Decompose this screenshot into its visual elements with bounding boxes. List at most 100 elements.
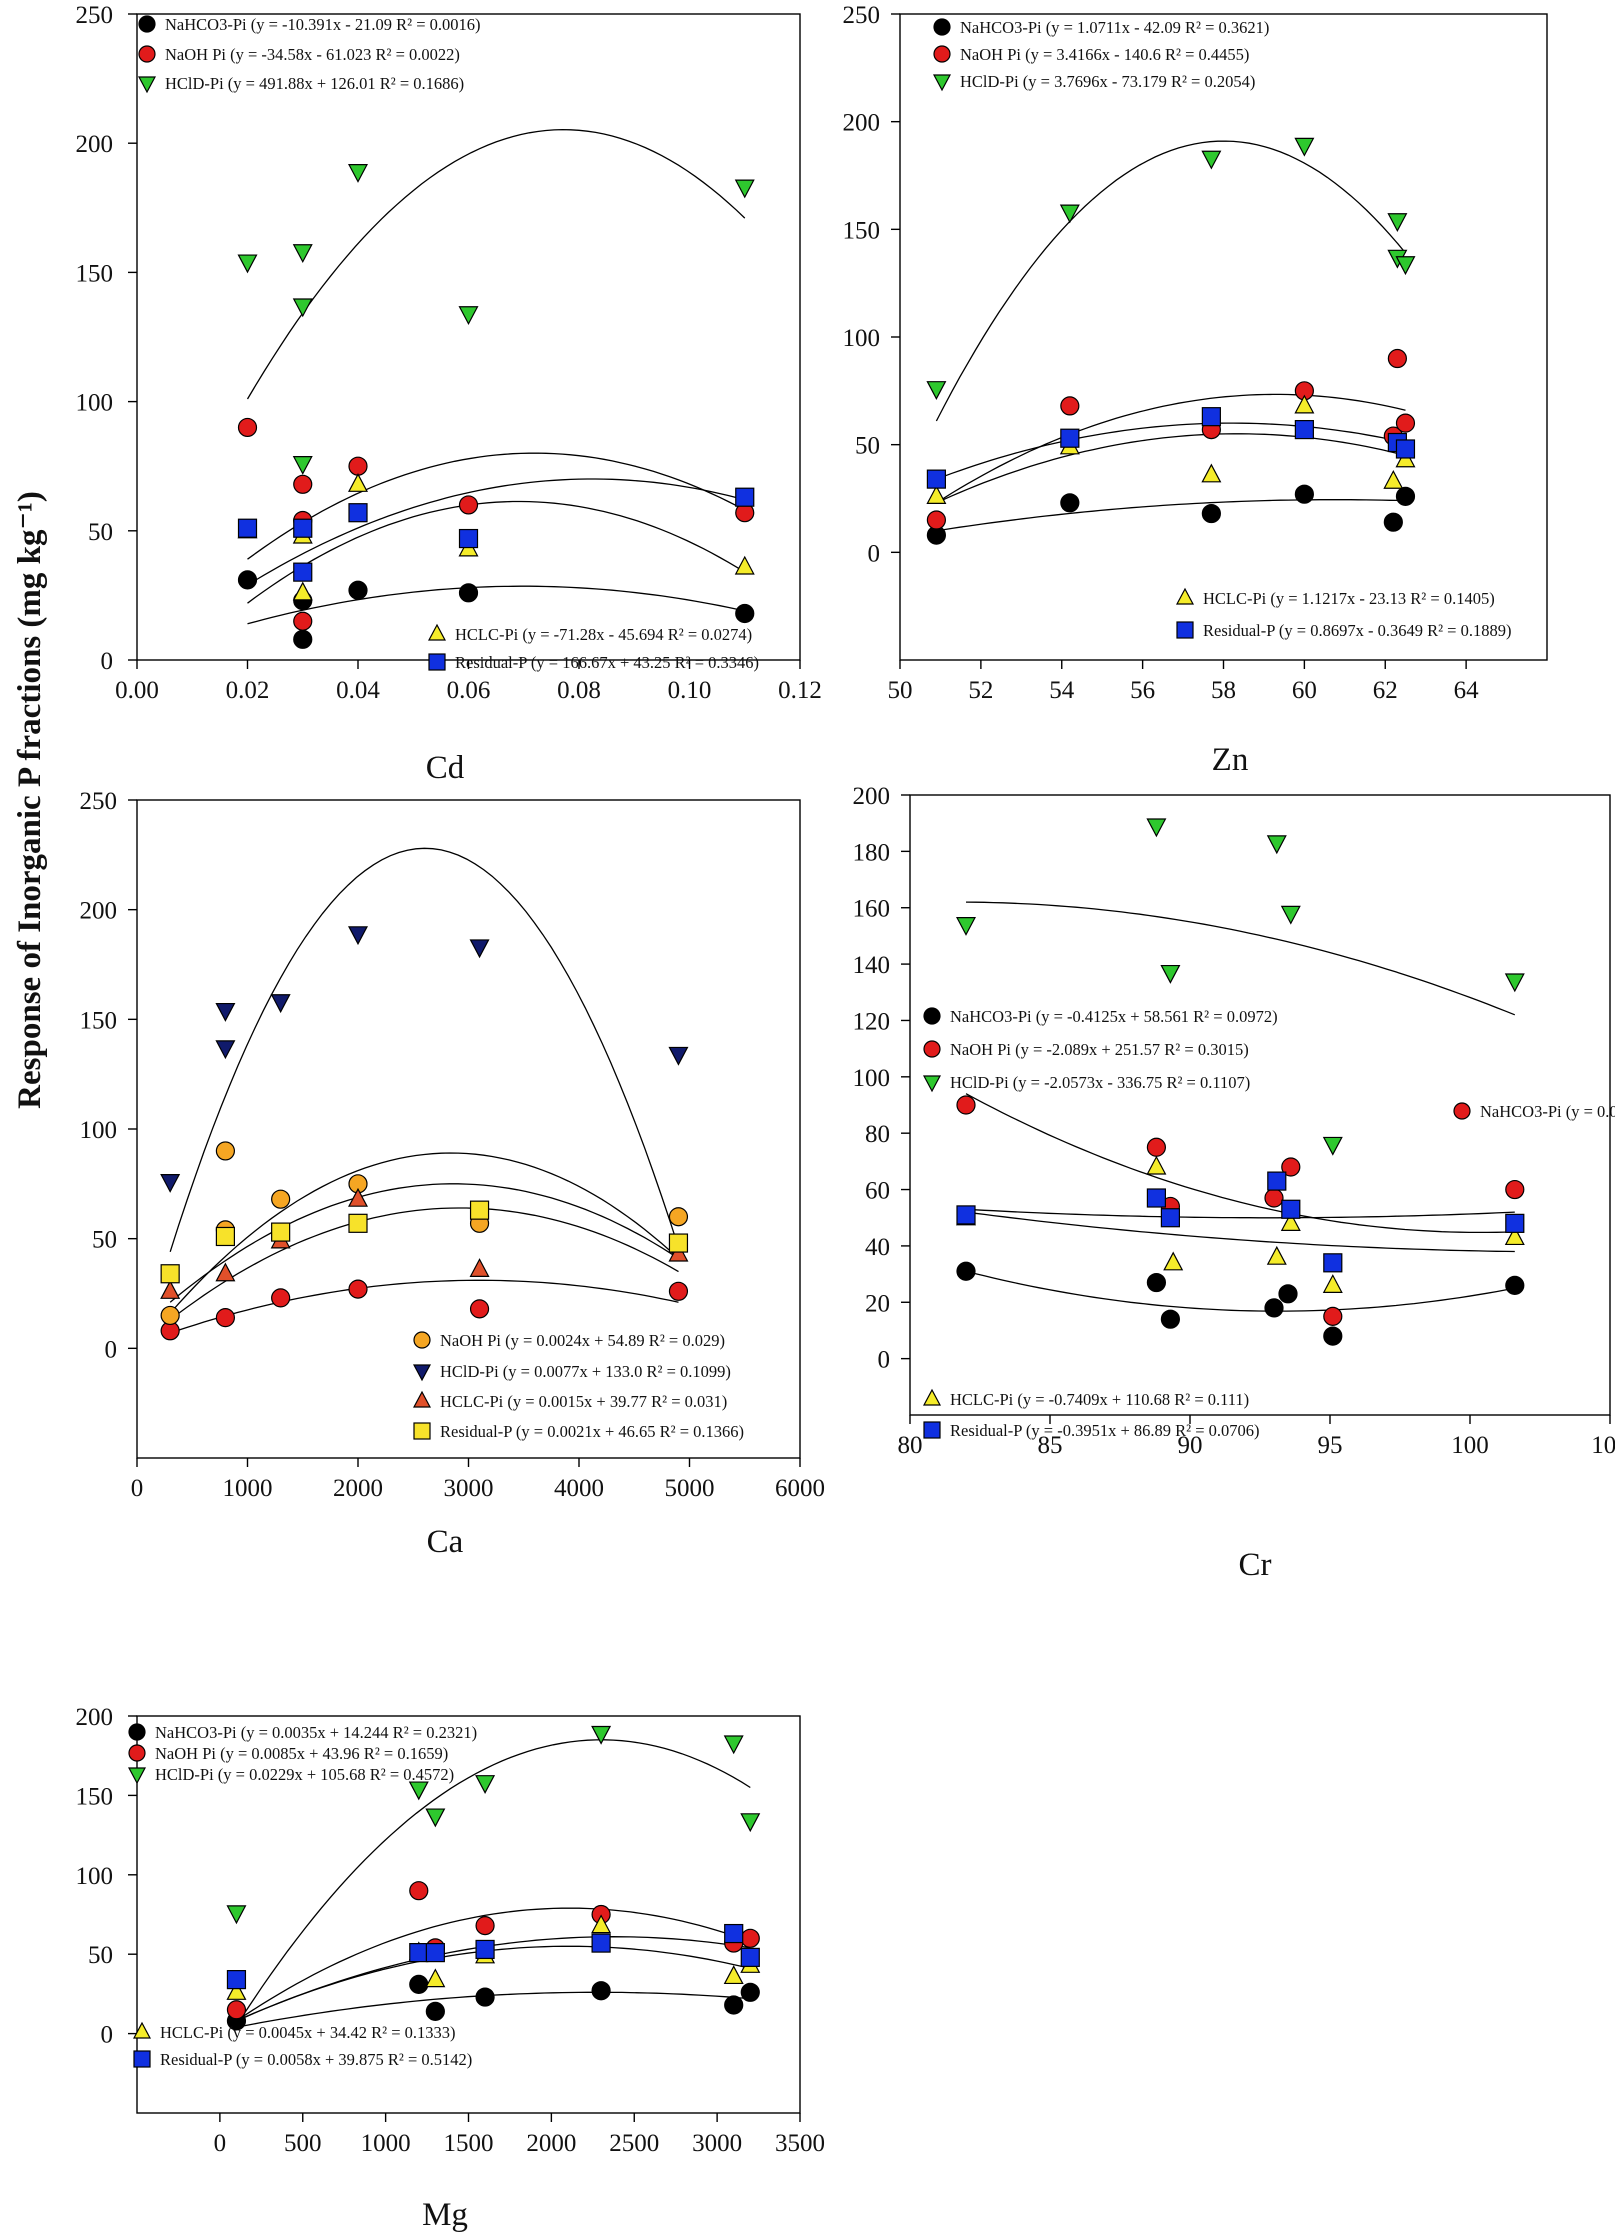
data-point-residual-p bbox=[1505, 1213, 1525, 1233]
legend-entry-nahco3-pi: NaHCO3-Pi (y = 0.0035x + 14.244 R² = 0.2… bbox=[128, 1723, 477, 1742]
legend-entry-naoh-pi: NaOH Pi (y = 3.4166x - 140.6 R² = 0.4455… bbox=[933, 45, 1249, 64]
y-tick-label: 80 bbox=[865, 1121, 890, 1148]
legend-marker-naoh-pi bbox=[933, 45, 951, 63]
fit-curve-residual-p bbox=[965, 1208, 1515, 1219]
legend-label-hclc-pi: HCLC-Pi (y = -0.7409x + 110.68 R² = 0.11… bbox=[950, 1390, 1249, 1409]
fit-curve-hclc-pi bbox=[169, 1207, 679, 1321]
y-tick-label: 60 bbox=[865, 1178, 890, 1205]
data-point-nahco3-pi bbox=[1294, 484, 1314, 504]
data-point-hcld-pi bbox=[734, 179, 755, 199]
data-point-residual-p bbox=[1160, 1208, 1181, 1228]
legend-entry-nahco3-pi: NaHCO3-Pi (y = -10.391x - 21.09 R² = 0.0… bbox=[138, 15, 481, 34]
data-point-residual-p bbox=[458, 528, 479, 549]
data-point-hclc-pi bbox=[425, 1968, 446, 1988]
x-tick-label: 100 bbox=[1451, 1432, 1489, 1459]
legend-marker-hclc-pi bbox=[413, 1390, 431, 1408]
data-point-naoh-pi bbox=[1146, 1137, 1167, 1157]
y-tick-label: 150 bbox=[80, 1007, 118, 1034]
data-point-naoh-pi bbox=[1323, 1306, 1343, 1326]
data-point-naoh-pi bbox=[1264, 1188, 1284, 1208]
data-point-nahco3-pi bbox=[475, 1987, 495, 2007]
data-point-residual-p bbox=[724, 1923, 744, 1944]
fit-curve-hcld-pi bbox=[246, 128, 746, 400]
data-point-hclc-pi bbox=[469, 1258, 490, 1277]
legend-marker-hcld-pi bbox=[923, 1075, 941, 1093]
legend-marker-hcld-pi bbox=[128, 1767, 146, 1785]
data-point-hclc-pi bbox=[348, 1187, 368, 1207]
legend-entry-hcld-pi: HClD-Pi (y = 491.88x + 126.01 R² = 0.168… bbox=[138, 74, 464, 94]
legend-marker-hcld-pi bbox=[933, 74, 951, 92]
legend-entry-naoh-pi: NaOH Pi (y = 0.0085x + 43.96 R² = 0.1659… bbox=[128, 1744, 448, 1763]
legend-label-nahco3-pi: NaHCO3-Pi (y = 0.0035x + 14.244 R² = 0.2… bbox=[155, 1723, 477, 1742]
legend-label-residual-p: Residual-P (y = 0.8697x - 0.3649 R² = 0.… bbox=[1203, 621, 1511, 640]
x-tick-label: 3000 bbox=[692, 2130, 742, 2157]
data-point-hcld-pi bbox=[425, 1808, 446, 1828]
data-point-hclc-pi bbox=[591, 1914, 612, 1934]
data-point-nahco3-pi bbox=[1323, 1326, 1343, 1346]
data-point-nahco3-pi bbox=[1160, 1309, 1181, 1329]
fit-curve-hcld-pi bbox=[935, 140, 1407, 422]
data-point-residual-p bbox=[348, 1213, 368, 1233]
fit-curve-nahco3-pi bbox=[965, 1270, 1515, 1312]
data-point-nahco3-pi bbox=[425, 2001, 445, 2021]
data-point-naoh-pi bbox=[226, 2000, 247, 2020]
x-tick-label: 4000 bbox=[554, 1475, 604, 1502]
data-point-hclc-pi bbox=[1201, 463, 1222, 483]
data-point-hcld-pi bbox=[458, 306, 479, 326]
data-point-hcld-pi bbox=[292, 456, 313, 475]
fit-curve-nahco3-pi bbox=[247, 585, 745, 625]
data-point-hclc-pi bbox=[1322, 1274, 1343, 1293]
data-point-naoh-pi bbox=[1060, 396, 1080, 416]
data-point-residual-p bbox=[425, 1943, 445, 1963]
x-axis-title: Zn bbox=[1212, 742, 1249, 778]
x-tick-label: 3000 bbox=[444, 1475, 494, 1502]
data-point-hcld-pi bbox=[1266, 835, 1287, 855]
legend-marker-hclc-pi bbox=[923, 1388, 941, 1406]
x-tick-label: 58 bbox=[1211, 677, 1236, 704]
data-point-residual-p bbox=[668, 1233, 689, 1253]
x-tick-label: 0.12 bbox=[778, 677, 822, 704]
data-point-hcld-pi bbox=[1504, 973, 1525, 993]
fit-curve-hclc-pi bbox=[247, 500, 746, 604]
data-point-naoh-pi bbox=[160, 1305, 180, 1326]
x-axis-title: Ca bbox=[427, 1524, 464, 1560]
legend-label-hcld-pi: HClD-Pi (y = 0.0077x + 133.0 R² = 0.1099… bbox=[440, 1362, 731, 1381]
legend-label-hcld-pi: HClD-Pi (y = 491.88x + 126.01 R² = 0.168… bbox=[165, 74, 464, 93]
data-point-naoh-pi bbox=[740, 1928, 760, 1948]
data-point-nahco3-pi bbox=[1395, 486, 1416, 506]
y-tick-label: 250 bbox=[843, 2, 881, 29]
fit-curve-naoh-pi bbox=[965, 1093, 1515, 1234]
x-tick-label: 500 bbox=[284, 2130, 322, 2157]
x-tick-label: 0.04 bbox=[336, 677, 380, 704]
x-axis-title: Cr bbox=[1239, 1547, 1272, 1583]
data-point-naoh-pi bbox=[409, 1881, 429, 1901]
data-point-hclc-pi bbox=[1266, 1245, 1287, 1265]
x-tick-label: 0.10 bbox=[668, 677, 712, 704]
data-point-hclc-pi bbox=[215, 1262, 236, 1282]
fit-curve-hcld-pi bbox=[169, 847, 680, 1252]
data-point-hcld-pi bbox=[1387, 213, 1408, 233]
legend-label-naoh-pi: NaOH Pi (y = -34.58x - 61.023 R² = 0.002… bbox=[165, 45, 460, 64]
fit-curve-residual-p bbox=[247, 478, 745, 586]
data-point-naoh-pi bbox=[237, 417, 258, 438]
y-tick-label: 150 bbox=[843, 217, 881, 244]
legend-label-residual-p: Residual-P (y = 0.0021x + 46.65 R² = 0.1… bbox=[440, 1422, 744, 1441]
x-tick-label: 5000 bbox=[665, 1475, 715, 1502]
data-point-hclc-pi bbox=[723, 1965, 744, 1985]
x-tick-label: 0.08 bbox=[557, 677, 601, 704]
data-point-nahco3-pi bbox=[271, 1288, 291, 1308]
fit-curve-hcld-pi bbox=[235, 1739, 751, 2027]
y-tick-label: 200 bbox=[80, 898, 118, 925]
data-point-residual-p bbox=[1201, 407, 1221, 427]
y-tick-label: 100 bbox=[76, 390, 114, 417]
x-tick-label: 62 bbox=[1373, 677, 1398, 704]
data-point-nahco3-pi bbox=[409, 1974, 429, 1994]
fit-curve-residual-p bbox=[936, 422, 1406, 480]
x-tick-label: 90 bbox=[1178, 1432, 1203, 1459]
data-point-residual-p bbox=[1323, 1253, 1343, 1273]
x-tick-label: 54 bbox=[1049, 677, 1075, 704]
chart-cd: 0.00 0.02 0.04 0.06 0.08 0.10 0.12 0 50 100 150 200… bbox=[76, 2, 822, 786]
data-point-hcld-pi bbox=[292, 244, 313, 264]
x-tick-label: 1000 bbox=[361, 2130, 411, 2157]
